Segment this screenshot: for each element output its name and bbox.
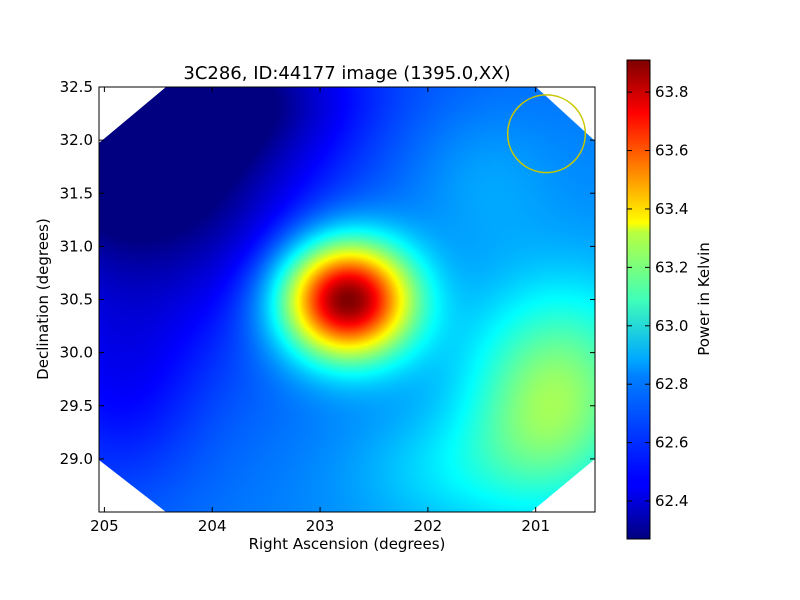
colorbar-tick-label: 62.4 (655, 492, 688, 510)
beam-circle (506, 94, 587, 174)
y-tick-label: 29.0 (60, 450, 93, 468)
colorbar: 62.4 62.6 62.8 63.0 63.2 63.4 63.6 63.8 Power i… (626, 59, 713, 540)
colorbar-gradient (626, 59, 651, 540)
colorbar-tick-label: 63.4 (655, 200, 688, 218)
colorbar-tick-label: 63.0 (655, 317, 688, 335)
y-tick-label: 31.5 (60, 184, 93, 202)
y-tick-label: 32.0 (60, 131, 93, 149)
colorbar-label: Power in Kelvin (695, 242, 713, 356)
colorbar-ticks: 62.4 62.6 62.8 63.0 63.2 63.4 63.6 63.8 (627, 83, 688, 510)
colorbar-tick-label: 62.8 (655, 375, 688, 393)
x-tick-label: 203 (306, 517, 335, 535)
x-axis: 205 204 203 202 201 (90, 87, 550, 535)
colorbar-tick-label: 63.2 (655, 258, 688, 276)
chart-title: 3C286, ID:44177 image (1395.0,XX) (183, 63, 510, 84)
y-tick-label: 31.0 (60, 237, 93, 255)
heatmap (99, 87, 595, 512)
y-tick-label: 32.5 (60, 78, 93, 96)
x-tick-label: 201 (521, 517, 550, 535)
y-tick-label: 29.5 (60, 397, 93, 415)
colorbar-tick-label: 63.8 (655, 83, 688, 101)
colorbar-tick-label: 63.6 (655, 142, 688, 160)
heatmap-image (99, 87, 595, 512)
x-axis-label: Right Ascension (degrees) (249, 535, 446, 553)
y-tick-label: 30.5 (60, 291, 93, 309)
y-tick-label: 30.0 (60, 344, 93, 362)
y-axis-label: Declination (degrees) (34, 218, 52, 380)
colorbar-tick-label: 62.6 (655, 434, 688, 452)
y-axis: 29.0 29.5 30.0 30.5 31.0 31.5 32.0 32.5 (60, 78, 595, 468)
x-tick-label: 204 (198, 517, 227, 535)
x-tick-label: 205 (90, 517, 119, 535)
x-tick-label: 202 (414, 517, 443, 535)
